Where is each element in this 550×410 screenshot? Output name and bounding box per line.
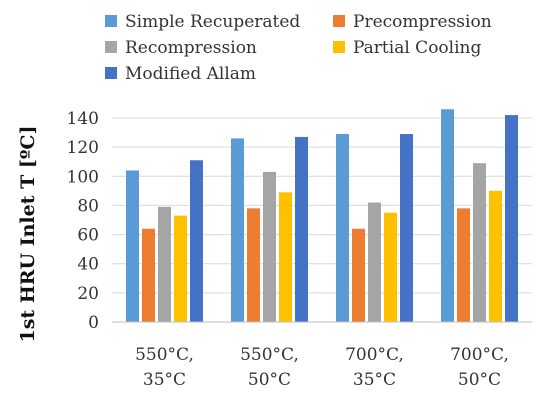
y-axis-title: 1st HRU Inlet T [ºC] (17, 126, 39, 343)
y-tick-label: 20 (77, 284, 99, 304)
bar (247, 208, 260, 322)
x-tick-label: 700°C, (345, 345, 404, 365)
legend-swatch (333, 15, 345, 27)
legend-label: Partial Cooling (353, 38, 481, 58)
legend-label: Recompression (125, 38, 257, 58)
y-tick-label: 0 (88, 313, 99, 333)
bar (441, 109, 454, 322)
legend-label: Precompression (353, 12, 492, 32)
legend-item: Partial Cooling (333, 38, 481, 58)
bar (473, 163, 486, 322)
bar (336, 134, 349, 322)
x-tick-label: 35°C (143, 370, 186, 390)
x-category-label: 550°C, 50°C (240, 345, 299, 390)
y-tick-label: 120 (67, 138, 99, 158)
legend-item: Recompression (105, 38, 257, 58)
bar (295, 136, 308, 322)
x-tick-label: 35°C (353, 370, 396, 390)
x-tick-label: 700°C, (450, 345, 509, 365)
chart-legend: Simple Recuperated Precompression Recompre… (105, 12, 492, 84)
bar (368, 202, 381, 322)
legend-item: Modified Allam (105, 64, 256, 84)
bar (231, 138, 244, 322)
legend-swatch (105, 41, 117, 53)
bar (158, 206, 171, 322)
bar (352, 228, 365, 322)
bar (190, 160, 203, 322)
bar (505, 115, 518, 322)
x-tick-label: 50°C (458, 370, 501, 390)
legend-item: Precompression (333, 12, 492, 32)
x-category-label: 550°C, 35°C (135, 345, 194, 390)
legend-label: Modified Allam (125, 64, 256, 84)
legend-swatch (105, 15, 117, 27)
y-axis-ticks: 0 20 40 60 80 100 120 140 (67, 109, 99, 333)
y-tick-label: 80 (77, 196, 99, 216)
legend-swatch (105, 67, 117, 79)
x-tick-label: 550°C, (240, 345, 299, 365)
bar (400, 134, 413, 322)
bar (384, 212, 397, 322)
x-category-label: 700°C, 35°C (345, 345, 404, 390)
chart-bars (126, 109, 518, 322)
legend-swatch (333, 41, 345, 53)
bar (263, 171, 276, 322)
x-tick-label: 550°C, (135, 345, 194, 365)
x-tick-label: 50°C (248, 370, 291, 390)
bar (457, 208, 470, 322)
x-category-label: 700°C, 50°C (450, 345, 509, 390)
bar (142, 228, 155, 322)
y-tick-label: 140 (67, 109, 99, 129)
bar (279, 192, 292, 322)
legend-label: Simple Recuperated (125, 12, 300, 32)
bar (126, 170, 139, 322)
y-tick-label: 60 (77, 226, 99, 246)
y-tick-label: 100 (67, 167, 99, 187)
bar (489, 190, 502, 322)
x-axis-categories: 550°C, 35°C 550°C, 50°C 700°C, 35°C 700°C, 50°C (135, 345, 509, 390)
bar (174, 215, 187, 322)
legend-item: Simple Recuperated (105, 12, 300, 32)
y-tick-label: 40 (77, 255, 99, 275)
